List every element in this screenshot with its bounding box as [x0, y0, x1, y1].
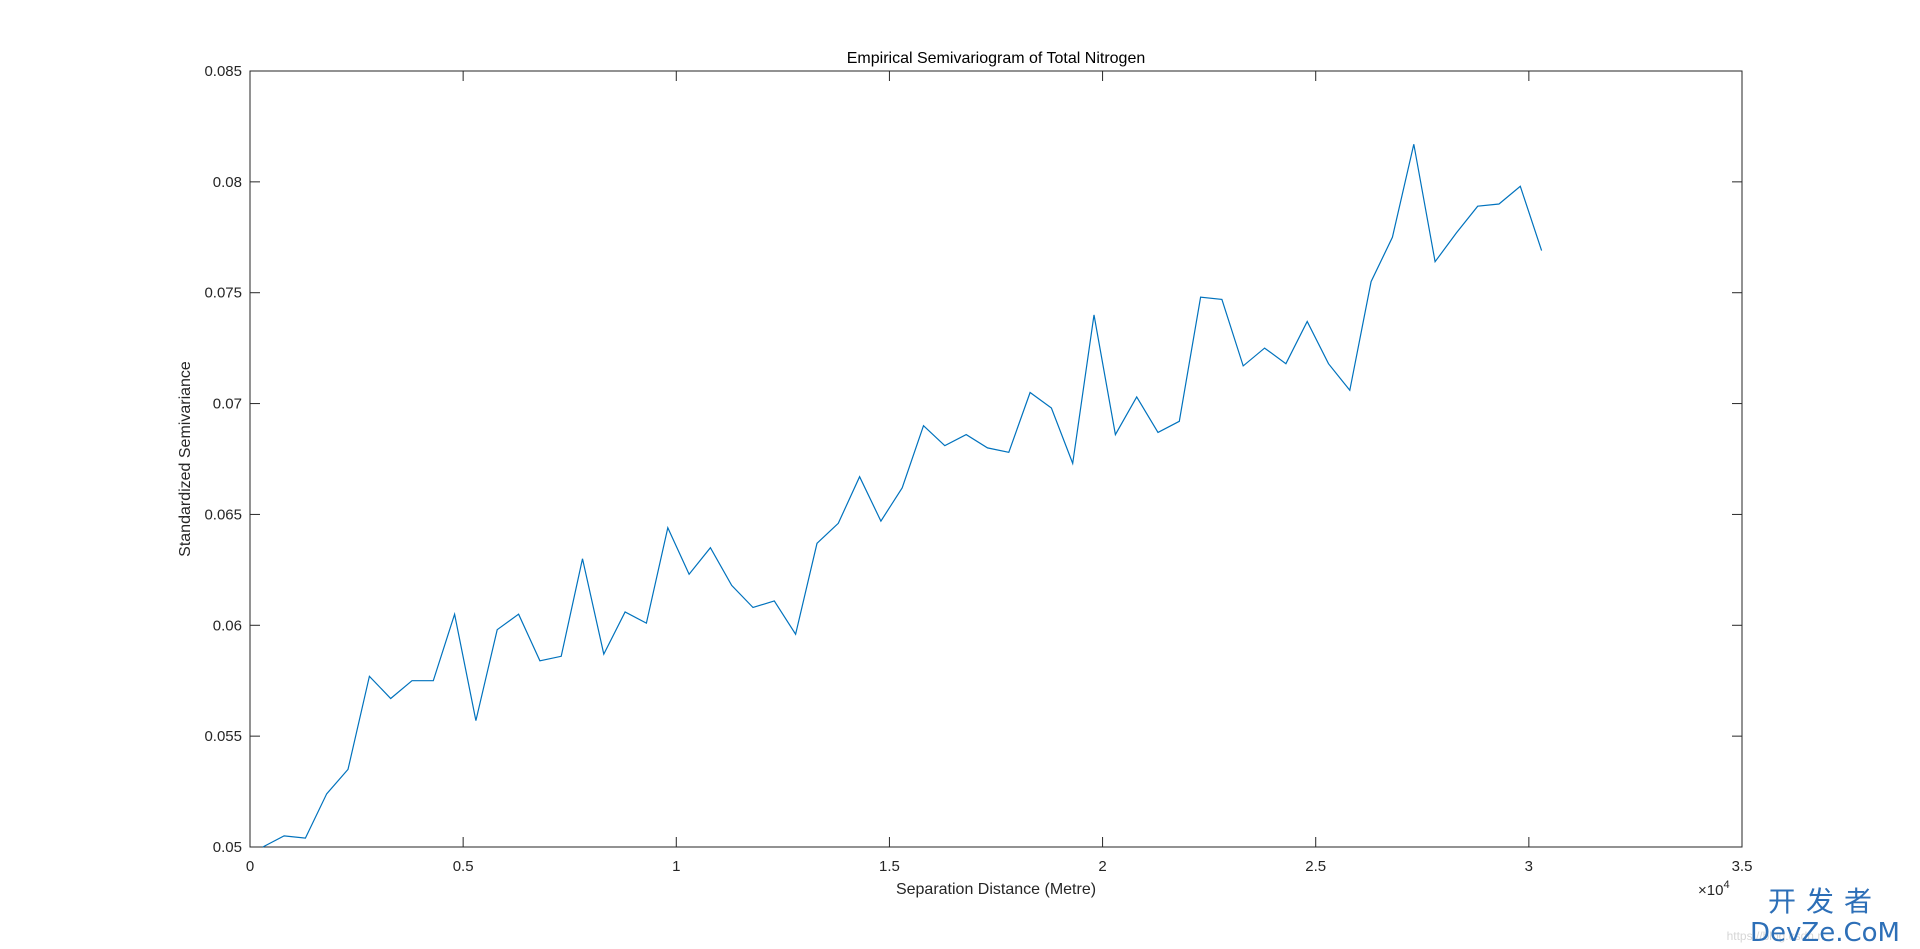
y-tick-label: 0.06 — [213, 617, 242, 634]
x-tick-label: 1 — [672, 858, 680, 875]
x-axis-ticks: 0 0.5 1 1.5 2 2.5 3 3.5 — [246, 71, 1753, 875]
x-tick-label: 3.5 — [1732, 858, 1753, 875]
y-tick-label: 0.075 — [204, 285, 242, 302]
x-exponent-base: ×10 — [1698, 882, 1723, 899]
axes-box — [249, 70, 1743, 848]
y-tick-label: 0.055 — [204, 728, 242, 745]
x-tick-label: 1.5 — [879, 858, 900, 875]
y-axis-ticks: 0.05 0.055 0.06 0.065 0.07 0.075 0.08 0.085 — [204, 63, 1742, 856]
y-axis-label: Standardized Semivariance — [177, 361, 194, 557]
x-tick-label: 0 — [246, 858, 254, 875]
watermark-brand-cn: 开发者 — [1768, 885, 1882, 918]
x-exponent-power: 4 — [1723, 879, 1729, 891]
y-tick-label: 0.065 — [204, 506, 242, 523]
x-axis-exponent-label: ×104 — [1698, 879, 1730, 899]
y-tick-label: 0.08 — [213, 174, 242, 191]
x-axis-label: Separation Distance (Metre) — [896, 881, 1096, 898]
chart-title: Empirical Semivariogram of Total Nitroge… — [847, 50, 1145, 67]
y-tick-label: 0.07 — [213, 396, 242, 413]
watermark-logo: 开发者 DevZe.CoM — [1750, 885, 1900, 945]
x-tick-label: 0.5 — [453, 858, 474, 875]
y-tick-label: 0.085 — [204, 63, 242, 80]
semivariogram-series-line — [262, 144, 1543, 848]
watermark-brand-en: DevZe.CoM — [1750, 918, 1900, 945]
x-tick-label: 3 — [1525, 858, 1533, 875]
watermark-url: https://blog.csdn.n — [1726, 929, 1824, 943]
y-tick-label: 0.05 — [213, 839, 242, 856]
plot-area: 0 0.5 1 1.5 2 2.5 3 3.5 0.050.0550.060.0650.070… — [204, 63, 1752, 875]
x-tick-label: 2.5 — [1305, 858, 1326, 875]
x-tick-label: 2 — [1098, 858, 1106, 875]
